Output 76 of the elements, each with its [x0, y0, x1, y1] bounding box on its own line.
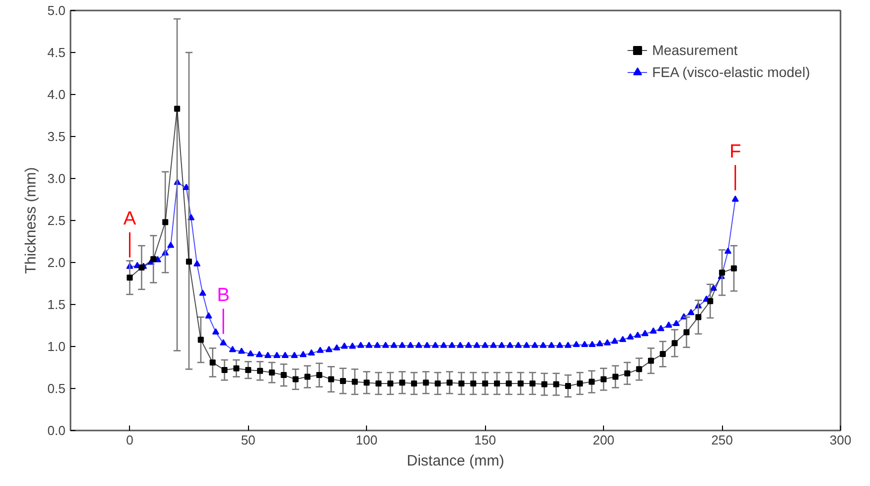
- point: [233, 365, 240, 372]
- annotation: B: [216, 285, 230, 306]
- annotation: F: [730, 142, 742, 163]
- point: [411, 380, 418, 386]
- point: [660, 351, 666, 358]
- point: [210, 359, 216, 366]
- y-tick-label: 1.0: [47, 339, 66, 354]
- x-axis-title: Distance (mm): [406, 452, 504, 470]
- x-tick-label: 50: [240, 432, 256, 448]
- y-tick-label: 2.0: [47, 255, 66, 270]
- point: [268, 370, 275, 376]
- point: [588, 378, 595, 385]
- point: [446, 380, 453, 386]
- point: [636, 366, 642, 372]
- point: [612, 374, 618, 380]
- point: [340, 378, 346, 384]
- x-tick-label: 300: [830, 432, 852, 448]
- x-tick-label: 0: [126, 432, 134, 448]
- y-tick-label: 1.5: [47, 297, 66, 312]
- point: [482, 380, 488, 386]
- point: [695, 314, 702, 320]
- point: [186, 258, 192, 265]
- y-tick-label: 3.0: [47, 171, 66, 186]
- y-tick-label: 0.0: [47, 423, 66, 438]
- point: [198, 336, 204, 343]
- point: [518, 380, 524, 386]
- point: [707, 298, 714, 304]
- y-tick-label: 0.5: [47, 381, 66, 396]
- point: [541, 381, 548, 388]
- annotation: A: [123, 208, 136, 230]
- point: [376, 380, 382, 386]
- point: [553, 381, 560, 388]
- y-tick-label: 4.5: [47, 45, 66, 60]
- point: [280, 372, 287, 378]
- point: [304, 374, 310, 380]
- point: [174, 106, 180, 112]
- point: [576, 380, 583, 386]
- legend-label: FEA (visco-elastic model): [652, 64, 810, 80]
- point: [364, 380, 370, 386]
- point: [328, 376, 334, 382]
- point: [434, 380, 441, 386]
- point: [719, 270, 726, 276]
- y-tick-label: 5.0: [47, 3, 66, 18]
- point: [506, 380, 512, 386]
- y-tick-label: 4.0: [47, 87, 66, 102]
- x-tick-label: 250: [711, 432, 733, 448]
- point: [730, 265, 737, 272]
- point: [648, 358, 654, 364]
- point: [126, 274, 133, 281]
- legend-label: Measurement: [652, 42, 738, 58]
- point: [162, 219, 168, 226]
- point: [422, 380, 429, 386]
- point: [257, 368, 264, 374]
- point: [399, 380, 406, 386]
- point: [292, 376, 299, 382]
- y-tick-label: 2.5: [47, 213, 66, 228]
- point: [352, 378, 358, 385]
- point: [150, 256, 156, 262]
- point: [458, 380, 464, 386]
- y-tick-label: 3.5: [47, 129, 66, 144]
- point: [494, 380, 500, 386]
- point: [470, 380, 476, 386]
- point: [624, 370, 630, 376]
- point: [222, 367, 228, 374]
- point: [600, 376, 607, 382]
- point: [316, 372, 322, 378]
- point: [684, 329, 690, 336]
- point: [565, 382, 572, 389]
- x-tick-label: 150: [474, 432, 496, 448]
- point: [672, 340, 678, 346]
- point: [387, 380, 394, 386]
- x-tick-label: 200: [592, 432, 614, 448]
- point: [530, 380, 536, 386]
- y-axis-title: Thickness (mm): [22, 167, 40, 274]
- point: [245, 367, 252, 374]
- x-tick-label: 100: [356, 432, 378, 448]
